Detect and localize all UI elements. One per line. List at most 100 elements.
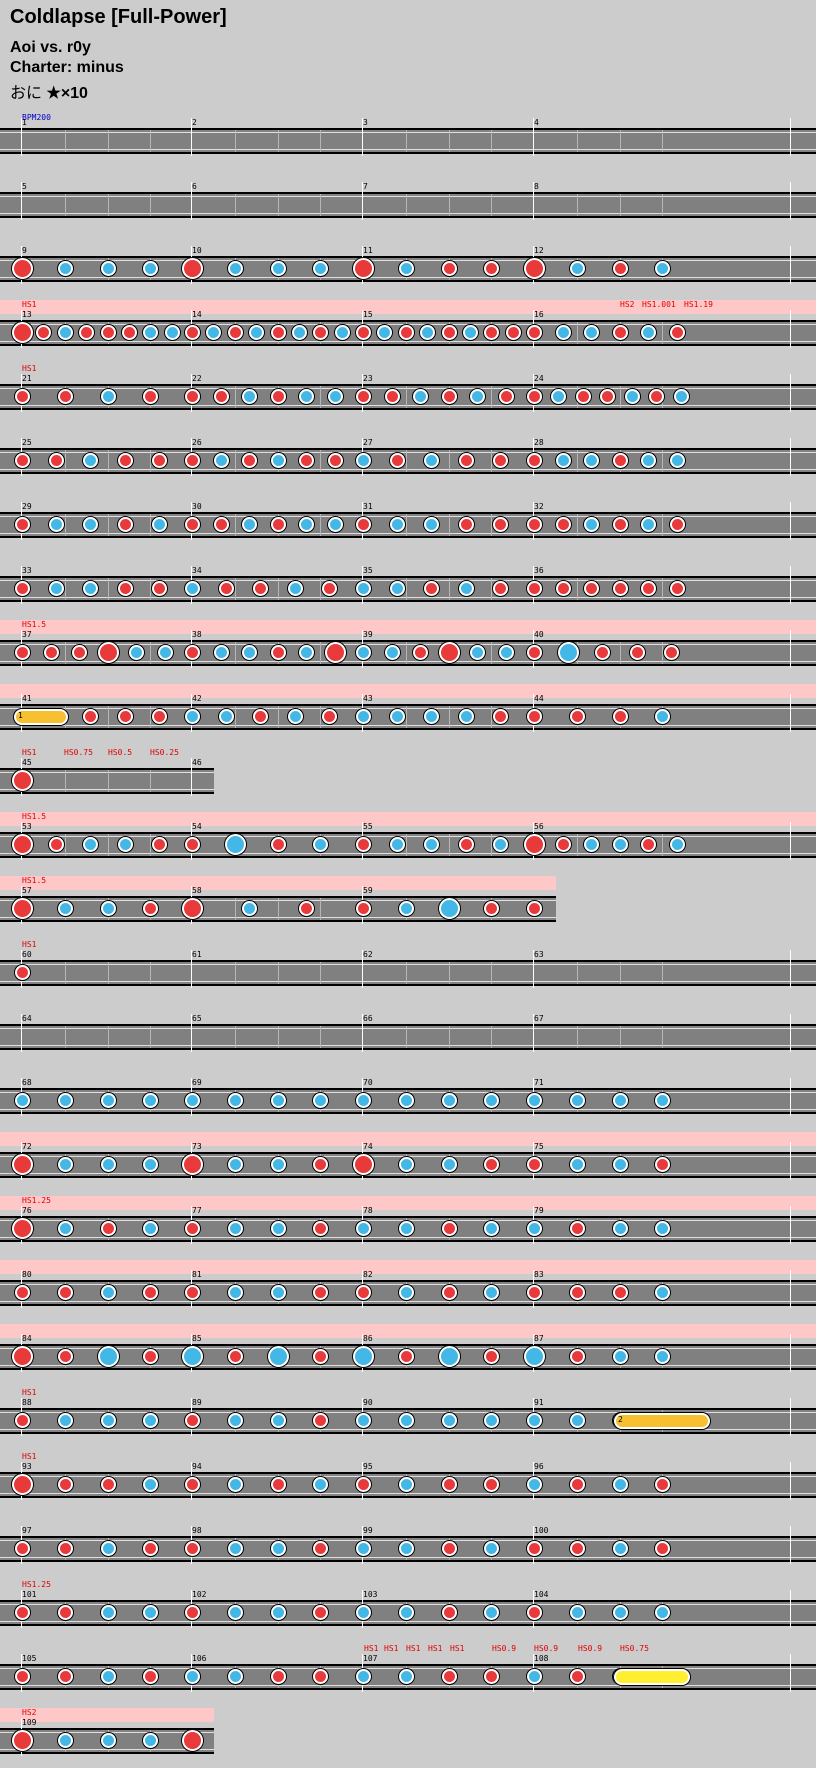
beat-line — [405, 1026, 407, 1048]
chart-row: HS1 HS2 HS1.001 HS1.19 13 14 15 16 — [0, 296, 816, 360]
big-don-note — [12, 1730, 33, 1751]
measure-number: 3 — [363, 118, 368, 127]
don-note — [527, 1605, 542, 1620]
don-note — [569, 1669, 585, 1684]
barline — [191, 1014, 192, 1052]
scroll-speed-label: HS0.9 — [578, 1644, 603, 1653]
note-lane — [0, 1590, 816, 1628]
ka-note — [227, 1157, 243, 1172]
don-note — [227, 1349, 243, 1364]
don-note — [15, 1541, 30, 1556]
barline — [790, 1014, 791, 1052]
star-rating: ★×10 — [46, 85, 88, 102]
chart-row: 29 30 31 32 — [0, 488, 816, 552]
scroll-speed-band — [0, 1324, 816, 1338]
beat-line — [448, 514, 450, 536]
ka-note — [584, 837, 599, 852]
ka-note — [143, 1477, 159, 1492]
don-note — [641, 581, 656, 596]
don-note — [321, 709, 337, 724]
note-lane — [0, 1654, 816, 1692]
ka-note — [356, 1605, 371, 1620]
measure-number: 53 — [22, 822, 32, 831]
chart-row: 72 73 74 75 — [0, 1128, 816, 1192]
measure-number: 58 — [192, 886, 202, 895]
don-note — [527, 453, 542, 468]
barline — [362, 182, 363, 220]
ka-note — [356, 453, 371, 468]
beat-line — [234, 514, 236, 536]
ka-note — [356, 1541, 371, 1556]
don-note — [185, 453, 200, 468]
ka-note — [313, 837, 329, 852]
measure-number: 84 — [22, 1334, 32, 1343]
ka-note — [641, 325, 656, 340]
ka-note — [398, 1285, 414, 1300]
beat-line — [576, 1026, 578, 1048]
barline — [790, 1654, 791, 1692]
ka-note — [655, 1605, 671, 1620]
course-name: おに — [10, 85, 43, 102]
note-lane: 2 — [0, 1398, 816, 1436]
ka-note — [287, 581, 303, 596]
don-note — [612, 517, 628, 532]
ka-note — [492, 837, 508, 852]
chart-row: 68 69 70 71 — [0, 1064, 816, 1128]
scroll-speed-label: HS1.19 — [684, 300, 713, 309]
beat-line — [320, 706, 322, 728]
don-note — [612, 581, 628, 596]
scroll-speed-label: HS1 — [450, 1644, 465, 1653]
ka-note — [384, 645, 400, 660]
ka-note — [227, 1413, 243, 1428]
big-don-note — [12, 1346, 33, 1367]
don-note — [327, 453, 343, 468]
beat-line — [662, 450, 664, 472]
scroll-speed-label: HS1 — [364, 1644, 379, 1653]
don-note — [15, 389, 30, 404]
ka-note — [227, 261, 243, 276]
ka-note — [398, 1669, 414, 1684]
beat-line — [64, 194, 66, 216]
ka-note — [313, 1093, 329, 1108]
ka-note — [164, 325, 180, 340]
ka-note — [57, 901, 73, 916]
don-note — [398, 1349, 414, 1364]
ka-note — [151, 517, 167, 532]
ka-note — [227, 1285, 243, 1300]
don-note — [213, 389, 229, 404]
barline — [790, 822, 791, 860]
ka-note — [470, 389, 485, 404]
measure-number: 90 — [363, 1398, 373, 1407]
big-don-note — [438, 642, 460, 663]
scroll-speed-label: HS1.5 — [22, 812, 47, 821]
measure-number: 8 — [534, 182, 539, 191]
beat-line — [320, 1026, 322, 1048]
beat-line — [491, 834, 493, 856]
ka-note — [569, 1157, 585, 1172]
don-note — [185, 1413, 200, 1428]
beat-line — [619, 962, 621, 984]
beat-line — [107, 578, 109, 600]
beat-line — [320, 578, 322, 600]
note-lane — [0, 310, 816, 348]
ka-note — [655, 1349, 671, 1364]
song-artist: Aoi vs. r0y — [10, 39, 91, 56]
big-ka-note — [267, 1346, 289, 1367]
note-lane — [0, 1462, 816, 1500]
beat-line — [320, 130, 322, 152]
chart-row: HS1 93 94 95 96 — [0, 1448, 816, 1512]
big-ka-note — [182, 1346, 203, 1367]
don-note — [151, 453, 167, 468]
ka-note — [117, 837, 133, 852]
ka-note — [356, 645, 371, 660]
ka-note — [441, 1093, 457, 1108]
don-note — [584, 581, 599, 596]
drumroll-note — [614, 1669, 690, 1685]
song-title: Coldlapse [Full-Power] — [10, 6, 227, 28]
beat-line — [405, 450, 407, 472]
don-note — [313, 1349, 329, 1364]
ka-note — [249, 325, 265, 340]
scroll-speed-label: HS1.5 — [22, 876, 47, 885]
ka-note — [655, 709, 671, 724]
measure-number: 41 — [22, 694, 32, 703]
